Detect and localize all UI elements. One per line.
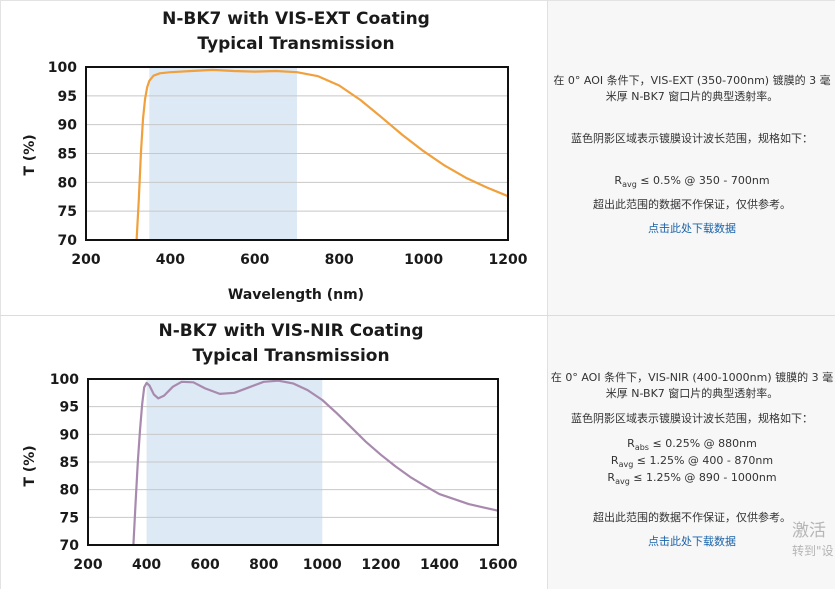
note-disclaimer: 超出此范围的数据不作保证，仅供参考。	[593, 198, 791, 211]
x-tick-label: 600	[240, 252, 269, 268]
x-tick-label: 1600	[479, 557, 518, 573]
x-tick-label: 1200	[489, 252, 528, 268]
x-tick-label: 200	[73, 557, 102, 573]
note-disclaimer: 超出此范围的数据不作保证，仅供参考。	[593, 511, 791, 524]
note-panel: 在 0° AOI 条件下，VIS-NIR (400-1000nm) 镀膜的 3 …	[547, 316, 835, 589]
x-tick-label: 1200	[361, 557, 400, 573]
x-tick-label: 400	[132, 557, 161, 573]
x-tick-label: 1000	[404, 252, 443, 268]
plot-frame	[87, 378, 499, 546]
x-tick-label: 800	[249, 557, 278, 573]
x-tick-label: 400	[156, 252, 185, 268]
x-tick-label: 1400	[420, 557, 459, 573]
chart-title-line1: N-BK7 with VIS-NIR Coating	[158, 321, 423, 341]
note-shade-explanation: 蓝色阴影区域表示镀膜设计波长范围，规格如下：	[571, 412, 813, 425]
y-tick-label: 70	[58, 233, 78, 249]
x-tick-label: 200	[71, 252, 100, 268]
chart-row-vis-ext: N-BK7 with VIS-EXT Coating Typical Trans…	[0, 0, 835, 316]
y-tick-label: 75	[60, 510, 79, 526]
os-activation-watermark: 激活	[792, 521, 826, 541]
note-description: 在 0° AOI 条件下，VIS-NIR (400-1000nm) 镀膜的 3 …	[550, 371, 834, 400]
chart-cell: N-BK7 with VIS-NIR Coating Typical Trans…	[0, 316, 547, 589]
plot-frame	[85, 66, 509, 241]
vis-nir-transmission-chart: N-BK7 with VIS-NIR Coating Typical Trans…	[22, 321, 518, 573]
download-data-link[interactable]: 点击此处下载数据	[648, 535, 736, 548]
y-tick-label: 85	[58, 147, 77, 163]
y-tick-label: 70	[60, 538, 80, 554]
x-tick-label: 1000	[303, 557, 342, 573]
x-axis-label: Wavelength (nm)	[228, 287, 364, 303]
spec-line: Ravg ≤ 1.25% @ 890 - 1000nm	[607, 471, 777, 487]
y-tick-label: 95	[60, 400, 79, 416]
transmission-curve	[135, 68, 509, 241]
y-tick-label: 100	[48, 60, 77, 76]
chart-title-line2: Typical Transmission	[197, 34, 394, 54]
x-tick-label: 600	[191, 557, 220, 573]
y-axis-label: T (%)	[22, 445, 38, 486]
y-tick-label: 80	[60, 483, 80, 499]
note-description: 在 0° AOI 条件下，VIS-EXT (350-700nm) 镀膜的 3 毫…	[553, 74, 831, 103]
chart-cell: N-BK7 with VIS-EXT Coating Typical Trans…	[0, 1, 547, 315]
note-shade-explanation: 蓝色阴影区域表示镀膜设计波长范围，规格如下：	[571, 132, 813, 145]
download-data-link[interactable]: 点击此处下载数据	[648, 222, 736, 235]
spec-line: Rabs ≤ 0.25% @ 880nm	[627, 437, 757, 453]
transmission-curve	[132, 379, 499, 546]
y-tick-label: 80	[58, 175, 78, 191]
y-tick-label: 85	[60, 455, 79, 471]
note-panel: 在 0° AOI 条件下，VIS-EXT (350-700nm) 镀膜的 3 毫…	[547, 1, 835, 315]
spec-line: Ravg ≤ 0.5% @ 350 - 700nm	[614, 174, 770, 190]
y-tick-label: 90	[58, 118, 78, 134]
spec-line: Ravg ≤ 1.25% @ 400 - 870nm	[610, 454, 774, 470]
y-tick-label: 75	[58, 204, 77, 220]
os-activation-watermark-sub: 转到"设	[792, 544, 834, 558]
y-axis-label: T (%)	[22, 134, 38, 175]
chart-title-line1: N-BK7 with VIS-EXT Coating	[162, 9, 430, 29]
chart-row-vis-nir: N-BK7 with VIS-NIR Coating Typical Trans…	[0, 316, 835, 589]
x-tick-label: 800	[325, 252, 354, 268]
chart-title-line2: Typical Transmission	[192, 346, 389, 366]
vis-ext-transmission-chart: N-BK7 with VIS-EXT Coating Typical Trans…	[22, 9, 528, 303]
y-tick-label: 100	[50, 372, 79, 388]
y-tick-label: 90	[60, 427, 80, 443]
y-tick-label: 95	[58, 89, 77, 105]
